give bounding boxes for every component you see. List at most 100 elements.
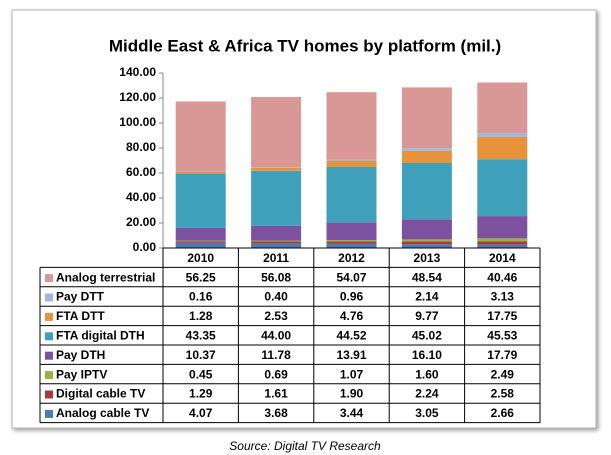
bar-segment <box>401 219 452 240</box>
bar-segment <box>401 148 452 151</box>
bar-segment <box>326 166 377 223</box>
bar-segment <box>251 167 302 171</box>
bar-segment <box>251 170 302 226</box>
y-tick-label: 40.00 <box>126 190 156 204</box>
bar-segment <box>477 244 528 248</box>
table-value: 48.54 <box>412 270 442 284</box>
bar-segment <box>175 173 226 228</box>
y-tick-label: 100.00 <box>119 115 156 129</box>
chart-title: Middle East & Africa TV homes by platfor… <box>109 36 501 55</box>
legend-label: Pay DTT <box>56 290 105 304</box>
table-value: 1.60 <box>415 367 439 381</box>
table-value: 11.78 <box>261 348 291 362</box>
table-value: 3.05 <box>415 406 439 420</box>
legend-swatch <box>45 409 53 418</box>
bar-segment <box>326 92 377 160</box>
bar-segment <box>326 241 377 244</box>
table-value: 2.14 <box>415 290 439 304</box>
source-note: Source: Digital TV Research <box>229 439 381 453</box>
table-value: 54.07 <box>336 270 366 284</box>
table-value: 1.29 <box>189 387 213 401</box>
table-value: 3.44 <box>340 406 364 420</box>
table-value: 44.52 <box>336 328 366 342</box>
bar-segment <box>175 227 226 241</box>
bar-segment <box>401 244 452 248</box>
bar-segment <box>251 225 302 241</box>
bar-segment <box>175 171 226 174</box>
x-tick-label: 2011 <box>263 251 289 265</box>
y-tick-label: 140.00 <box>119 65 156 79</box>
table-value: 2.53 <box>264 309 288 323</box>
bar-segment <box>326 161 377 167</box>
table-value: 2.58 <box>491 387 515 401</box>
legend-label: FTA digital DTH <box>56 328 145 342</box>
y-tick-label: 20.00 <box>126 215 156 229</box>
table-value: 0.16 <box>189 290 213 304</box>
table-value: 1.61 <box>264 387 288 401</box>
bar-segment <box>401 241 452 245</box>
table-value: 0.69 <box>264 367 288 381</box>
table-value: 1.28 <box>189 309 213 323</box>
bar-segment <box>251 97 302 168</box>
legend-label: Pay IPTV <box>56 367 107 381</box>
bar-segment <box>326 159 377 161</box>
y-tick-label: 120.00 <box>119 90 156 104</box>
bar-segment <box>477 159 528 217</box>
bar-segment <box>175 242 226 248</box>
bar-segment <box>401 87 452 149</box>
table-value: 4.76 <box>340 309 364 323</box>
legend-label: FTA DTT <box>56 309 105 323</box>
bar-segment <box>401 162 452 220</box>
table-value: 2.66 <box>491 406 515 420</box>
table-value: 45.02 <box>412 328 442 342</box>
table-value: 44.00 <box>261 328 291 342</box>
bar-segment <box>251 240 302 242</box>
table-value: 17.79 <box>487 348 517 362</box>
legend-swatch <box>45 371 53 380</box>
legend-swatch <box>45 293 53 302</box>
y-tick-label: 0.00 <box>133 240 157 254</box>
bar-segment <box>175 101 226 172</box>
y-tick-label: 60.00 <box>126 165 156 179</box>
table-value: 1.90 <box>340 387 364 401</box>
bar-segment <box>477 82 528 134</box>
table-value: 43.35 <box>186 328 216 342</box>
legend-swatch <box>45 332 53 341</box>
table-value: 3.68 <box>264 406 288 420</box>
legend-label: Pay DTH <box>56 348 105 362</box>
table-value: 2.24 <box>415 387 439 401</box>
bar-segment <box>251 167 302 168</box>
bar-segment <box>477 133 528 137</box>
bar-segment <box>175 241 226 243</box>
table-value: 56.25 <box>186 270 216 284</box>
table-value: 2.49 <box>491 367 515 381</box>
legend-label: Analog terrestrial <box>56 270 155 284</box>
table-value: 4.07 <box>189 406 213 420</box>
bar-segment <box>401 239 452 242</box>
bar-segment <box>477 216 528 239</box>
legend-swatch <box>45 390 53 399</box>
bar-segment <box>477 238 528 242</box>
x-tick-label: 2012 <box>338 251 365 265</box>
legend-swatch <box>45 274 53 283</box>
x-tick-label: 2010 <box>187 251 214 265</box>
bar-segment <box>401 150 452 163</box>
bar-segment <box>175 240 226 242</box>
table-value: 3.13 <box>491 290 515 304</box>
x-tick-label: 2013 <box>414 251 441 265</box>
legend-label: Digital cable TV <box>56 387 145 401</box>
table-value: 17.75 <box>487 309 517 323</box>
legend-swatch <box>45 351 53 360</box>
legend-label: Analog cable TV <box>56 406 149 420</box>
table-value: 45.53 <box>487 328 517 342</box>
bar-segment <box>477 137 528 160</box>
bar-segment <box>251 241 302 244</box>
x-tick-label: 2014 <box>489 251 516 265</box>
table-value: 13.91 <box>336 348 366 362</box>
table-value: 9.77 <box>415 309 439 323</box>
bar-segment <box>326 239 377 242</box>
bar-segment <box>326 243 377 248</box>
table-value: 0.40 <box>264 290 288 304</box>
y-tick-label: 80.00 <box>126 140 156 154</box>
